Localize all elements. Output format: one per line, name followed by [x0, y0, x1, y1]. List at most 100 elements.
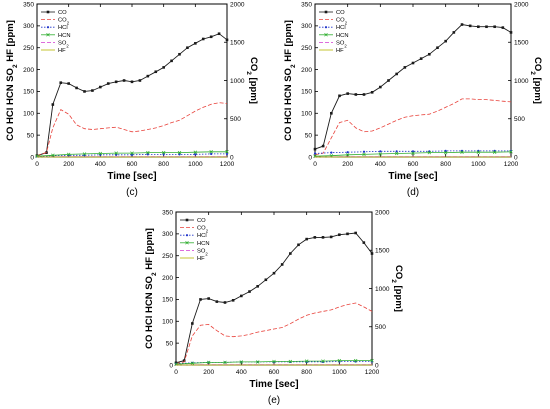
legend-marker [46, 10, 50, 14]
legend-label: HCl [58, 25, 68, 31]
data-point [477, 25, 480, 29]
x-tick-label: 200 [342, 161, 353, 168]
legend-marker [46, 33, 50, 37]
data-point [217, 32, 221, 36]
x-axis-title: Time [sec] [388, 171, 437, 182]
data-point [256, 285, 259, 288]
legend-label: SO2 [197, 248, 208, 256]
legend-label: CO2 [197, 226, 209, 234]
data-point [162, 153, 165, 156]
y-left-axis-title: CO HCl HCN SO2 HF [ppm] [283, 20, 297, 141]
y-left-tick-label: 350 [162, 209, 173, 216]
data-point [225, 152, 229, 156]
legend-label: SO2 [336, 40, 347, 48]
panel-caption: (c) [126, 187, 138, 198]
data-point [207, 297, 210, 300]
data-point [193, 150, 198, 154]
data-point [178, 52, 181, 56]
panel-caption: (e) [268, 395, 280, 406]
data-point [329, 235, 333, 239]
y-left-tick-label: 150 [301, 89, 312, 96]
y-left-tick-label: 350 [301, 1, 312, 8]
data-point [476, 150, 481, 154]
data-point [199, 298, 202, 301]
y-left-axis-title: CO HCl HCN SO2 HF [ppm] [5, 20, 19, 141]
x-tick-label: 0 [313, 161, 317, 168]
data-point [255, 360, 260, 364]
data-point [378, 152, 383, 156]
y-right-tick-label: 1000 [375, 286, 390, 293]
data-point [272, 271, 276, 275]
data-point [411, 150, 415, 153]
y-left-tick-label: 300 [23, 23, 34, 30]
data-point [146, 153, 149, 156]
y-right-tick-label: 1000 [230, 78, 245, 85]
data-point [468, 24, 472, 28]
y-right-tick-label: 500 [230, 116, 241, 123]
x-tick-label: 1200 [220, 161, 235, 168]
data-point [501, 26, 505, 29]
data-point [509, 150, 513, 154]
data-point [362, 152, 366, 157]
data-point [330, 111, 333, 115]
legend-marker [324, 10, 328, 14]
data-point [146, 150, 150, 155]
y-left-tick-label: 150 [23, 89, 34, 96]
y-right-tick-label: 0 [514, 154, 518, 161]
data-point [443, 150, 448, 155]
y-left-tick-label: 250 [162, 253, 173, 260]
data-point [154, 70, 158, 74]
data-point [492, 150, 497, 154]
data-point [240, 294, 243, 298]
data-point [178, 153, 181, 156]
legend-label: CO [197, 218, 206, 224]
legend-label: HCl [336, 25, 346, 31]
data-point [191, 322, 194, 325]
data-point [215, 300, 219, 303]
legend-label: HF [58, 48, 66, 54]
series-co2 [175, 302, 373, 364]
data-point [452, 31, 456, 34]
data-point [370, 252, 374, 255]
y-right-tick-label: 2000 [230, 1, 245, 8]
legend-marker [324, 33, 328, 37]
y-right-tick-label: 1500 [514, 40, 529, 47]
y-right-tick-label: 2000 [514, 1, 529, 8]
y-right-axis-title: CO2 [ppm] [530, 57, 544, 104]
y-right-tick-label: 1500 [375, 248, 390, 255]
data-point [321, 359, 325, 363]
data-point [321, 144, 325, 148]
y-left-tick-label: 350 [23, 1, 34, 8]
data-point [337, 358, 342, 363]
y-left-tick-label: 200 [23, 67, 34, 74]
y-right-tick-label: 1500 [230, 40, 245, 47]
legend-label: HCl [197, 233, 207, 239]
series-line-co2 [314, 98, 512, 156]
data-point [460, 150, 464, 154]
x-tick-label: 800 [158, 161, 169, 168]
chart-panel-c: 0 200 400 600 800 1000 12000501001502002503003… [5, 1, 259, 198]
series-co [174, 231, 374, 365]
data-point [91, 89, 94, 92]
data-point [305, 237, 308, 241]
data-point [209, 35, 213, 39]
data-point [223, 301, 227, 304]
data-point [379, 150, 382, 153]
x-tick-label: 600 [269, 369, 280, 376]
data-point [225, 150, 229, 154]
data-point [190, 361, 195, 365]
x-tick-label: 400 [95, 161, 106, 168]
y-right-tick-label: 0 [230, 154, 234, 161]
data-point [346, 151, 349, 154]
legend-marker [46, 26, 50, 29]
legend-label: HCN [58, 33, 71, 39]
data-point [395, 72, 398, 76]
legend-label: SO2 [58, 40, 69, 48]
x-tick-label: 400 [236, 369, 247, 376]
data-point [345, 153, 350, 157]
data-point [98, 151, 103, 156]
data-point [194, 42, 197, 45]
data-point [75, 86, 78, 90]
x-tick-label: 200 [63, 161, 74, 168]
y-right-axis-title: CO2 [ppm] [391, 265, 405, 312]
